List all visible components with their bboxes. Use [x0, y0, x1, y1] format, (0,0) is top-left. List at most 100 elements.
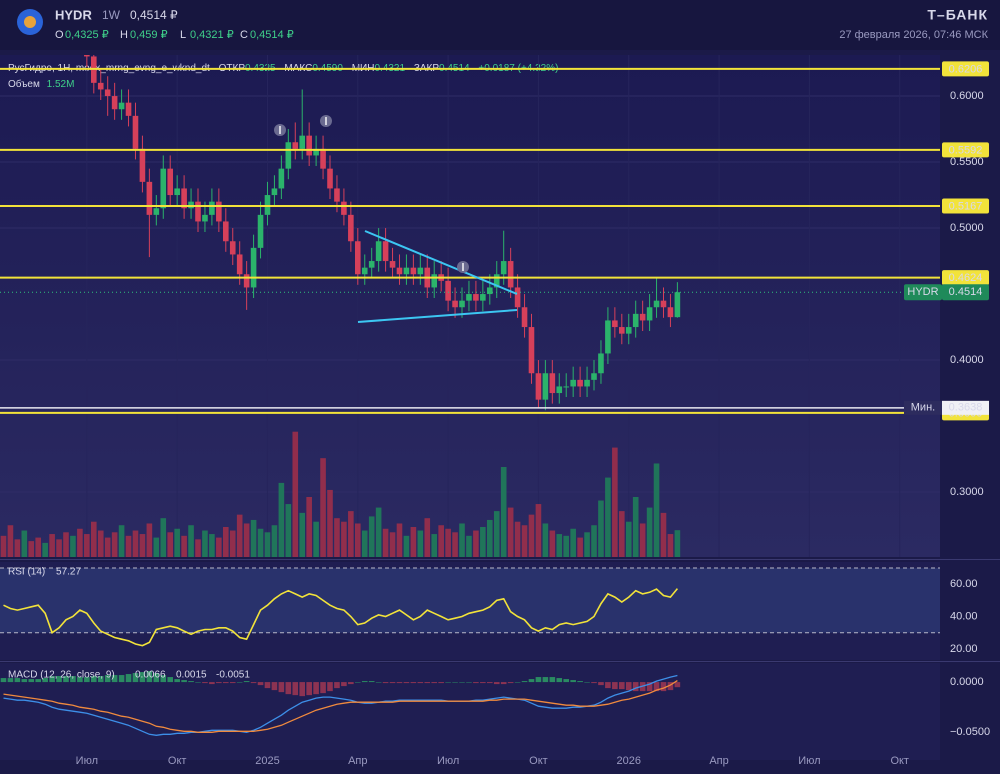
x-tick-label: Окт [529, 755, 548, 767]
candle-body [403, 267, 410, 275]
volume-bar [375, 507, 382, 557]
rsi-tick-label: 40.00 [950, 610, 978, 622]
y-tick-label: 0.4000 [950, 354, 984, 366]
level-label: 0.5592 [949, 144, 983, 156]
macd-histogram-bar [660, 682, 667, 692]
macd-histogram-bar [403, 682, 410, 684]
volume-bar [181, 535, 187, 557]
min-price-label: 0.3638 [949, 402, 983, 414]
candle-body [584, 379, 590, 387]
volume-bar [507, 507, 514, 557]
volume-bar [21, 530, 28, 557]
volume-bar [598, 500, 604, 557]
candle-body [236, 254, 243, 275]
macd-histogram-bar [7, 678, 14, 683]
volume-bar [459, 523, 465, 557]
volume-bar [382, 528, 389, 557]
macd-histogram-bar [507, 682, 514, 684]
volume-bar [56, 539, 62, 557]
signal-line [3, 680, 678, 733]
y-tick-label: 0.6000 [950, 90, 984, 102]
candle-body [313, 148, 319, 156]
macd-histogram-bar [243, 681, 250, 683]
candle-body [327, 168, 333, 189]
volume-bar [299, 512, 306, 557]
candle-body [382, 241, 389, 262]
macd-histogram-bar [77, 677, 83, 683]
candle-body [118, 102, 125, 110]
macd-histogram-bar [195, 682, 201, 683]
macd-histogram-bar [132, 673, 139, 683]
candle-body [368, 261, 375, 268]
macd-histogram-bar [354, 682, 361, 683]
macd-histogram-bar [598, 682, 604, 686]
macd-histogram-bar [396, 682, 403, 684]
volume-bar [132, 530, 139, 557]
candle-body [271, 188, 278, 196]
volume-bar [7, 525, 14, 557]
volume-bar [674, 530, 681, 557]
x-tick-label: 2025 [255, 755, 279, 767]
volume-bar [111, 532, 118, 557]
histogram-value: -0.0051 [216, 670, 250, 681]
ohlc-key: L [180, 29, 186, 41]
candle-body [431, 274, 438, 288]
volume-bar [368, 516, 375, 557]
rsi-line [3, 588, 679, 647]
volume-bar [438, 525, 444, 557]
candle-body [466, 294, 472, 301]
macd-histogram-bar [153, 673, 160, 683]
level-label-box [942, 61, 989, 77]
ohlc-value: 0,4321 ₽ [190, 29, 234, 41]
volume-bar [403, 535, 410, 557]
macd-histogram-bar [118, 675, 125, 683]
candle-body [500, 261, 507, 275]
volume-bar [424, 518, 431, 557]
candle-body [188, 201, 194, 209]
volume-bar [216, 537, 222, 557]
min-price-name: Мин. [911, 402, 935, 414]
macd-histogram-bar [0, 678, 7, 683]
volume-bar [646, 507, 653, 557]
volume-bar [188, 525, 194, 557]
macd-histogram-bar [375, 682, 382, 683]
macd-histogram-bar [306, 682, 312, 696]
volume-bar [285, 504, 292, 557]
macd-histogram-bar [28, 679, 35, 683]
candle-body [216, 201, 222, 222]
rsi-tick-label: 20.00 [950, 643, 978, 655]
volume-bar [42, 542, 48, 557]
trendline [364, 230, 518, 295]
candle-body [285, 142, 292, 169]
macd-histogram-bar [174, 679, 180, 683]
macd-histogram-bar [216, 682, 222, 684]
macd-histogram-bar [257, 682, 264, 686]
volume-bar [480, 527, 486, 557]
volume-bar [556, 534, 563, 557]
logo-dot [24, 16, 36, 28]
candle-body [97, 82, 104, 90]
volume-bar [160, 518, 167, 557]
volume-bar [591, 525, 597, 557]
volume-bar [35, 537, 42, 557]
macd-histogram-bar [104, 675, 111, 683]
macd-histogram-bar [188, 681, 194, 683]
macd-histogram-bar [285, 682, 292, 695]
macd-histogram-bar [674, 682, 681, 688]
macd-title: MACD (12, 26, close, 9) [8, 670, 115, 681]
macd-histogram-bar [70, 676, 76, 683]
candle-body [104, 89, 111, 97]
candle-body [612, 320, 618, 328]
rsi-title: RSI (14) [8, 567, 45, 578]
candle-body [660, 300, 667, 308]
volume-bar [28, 541, 35, 557]
candle-body [181, 188, 187, 209]
candle-body [320, 148, 326, 169]
price-pane [0, 55, 940, 557]
volume-bar [167, 532, 174, 557]
volume-bar [146, 523, 153, 557]
volume-bar [577, 537, 583, 557]
candle-body [257, 214, 264, 248]
datetime: 27 февраля 2026, 07:46 МСК [839, 29, 988, 41]
